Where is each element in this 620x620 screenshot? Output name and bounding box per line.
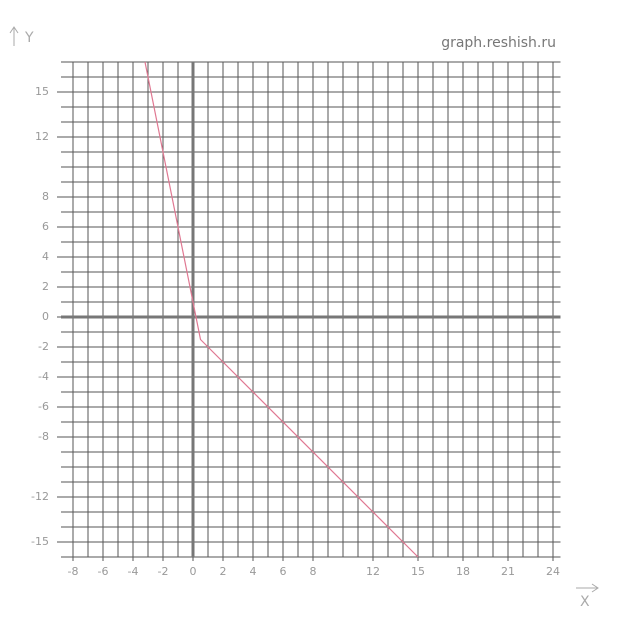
y-arrow-head bbox=[9, 26, 19, 34]
x-tick-label: -8 bbox=[68, 565, 79, 578]
y-tick-label: 12 bbox=[35, 130, 49, 143]
x-tick-label: -4 bbox=[128, 565, 139, 578]
x-tick-label: 24 bbox=[546, 565, 560, 578]
x-tick-label: 6 bbox=[280, 565, 287, 578]
y-tick-label: 8 bbox=[42, 190, 49, 203]
x-tick-label: -6 bbox=[98, 565, 109, 578]
y-tick-label: -4 bbox=[38, 370, 49, 383]
y-tick-label: 15 bbox=[35, 85, 49, 98]
y-axis-label: Y bbox=[24, 30, 34, 46]
x-tick-label: 0 bbox=[190, 565, 197, 578]
y-tick-label: -12 bbox=[31, 490, 49, 503]
y-tick-label: -2 bbox=[38, 340, 49, 353]
x-tick-label: 8 bbox=[310, 565, 317, 578]
y-tick-label: 4 bbox=[42, 250, 49, 263]
y-tick-label: -6 bbox=[38, 400, 49, 413]
x-tick-label: 12 bbox=[366, 565, 380, 578]
x-tick-label: 4 bbox=[250, 565, 257, 578]
x-tick-label: 2 bbox=[220, 565, 227, 578]
x-tick-label: -2 bbox=[158, 565, 169, 578]
y-tick-label: 6 bbox=[42, 220, 49, 233]
x-axis-label: X bbox=[580, 594, 590, 610]
x-arrow-head bbox=[591, 583, 599, 593]
x-tick-label: 18 bbox=[456, 565, 470, 578]
x-tick-label: 21 bbox=[501, 565, 515, 578]
x-tick-label: 15 bbox=[411, 565, 425, 578]
y-tick-label: -15 bbox=[31, 535, 49, 548]
watermark: graph.reshish.ru bbox=[441, 35, 556, 51]
y-tick-label: -8 bbox=[38, 430, 49, 443]
y-tick-label: 2 bbox=[42, 280, 49, 293]
y-tick-label: 0 bbox=[42, 310, 49, 323]
plot-line bbox=[144, 61, 419, 558]
